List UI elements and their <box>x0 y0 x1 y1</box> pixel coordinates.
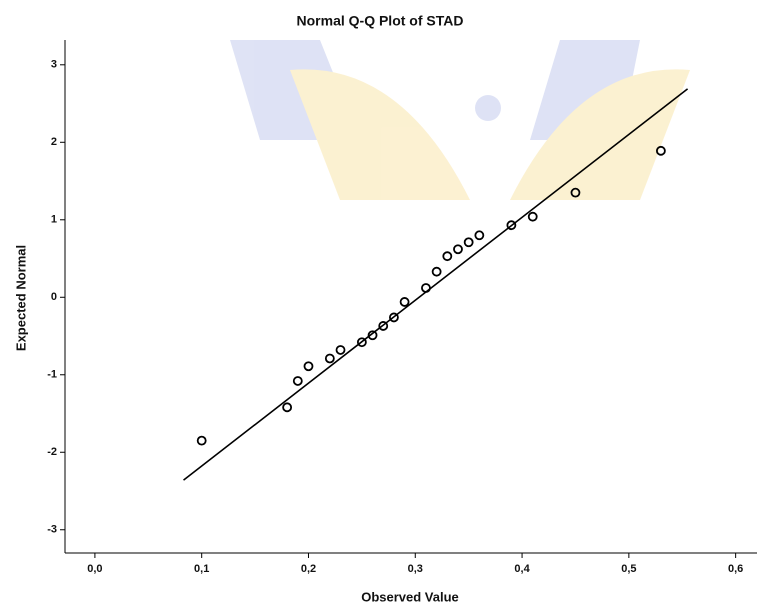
y-axis-label: Expected Normal <box>13 245 28 351</box>
y-tick-label: -2 <box>47 446 57 458</box>
x-tick-label: 0,2 <box>301 563 316 575</box>
point <box>292 376 303 386</box>
x-tick-label: 0,3 <box>408 563 423 575</box>
point <box>335 345 346 355</box>
x-axis-label: Observed Value <box>361 589 459 604</box>
y-tick-label: 3 <box>51 59 57 71</box>
y-tick-label: -3 <box>47 524 57 536</box>
point <box>399 297 410 307</box>
reference-line <box>183 88 689 481</box>
watermark <box>230 40 690 200</box>
point <box>324 353 335 364</box>
point <box>527 211 538 222</box>
y-tick-label: 1 <box>51 214 57 226</box>
point <box>474 230 485 241</box>
y-tick-label: -1 <box>47 369 57 381</box>
point <box>303 361 314 372</box>
point <box>367 330 378 341</box>
point <box>196 435 207 446</box>
point <box>506 220 517 231</box>
x-tick-label: 0,6 <box>728 563 743 575</box>
point <box>442 251 453 262</box>
point <box>421 283 431 293</box>
point <box>431 266 442 277</box>
point <box>378 321 389 331</box>
point <box>453 244 463 255</box>
chart-title: Normal Q-Q Plot of STAD <box>297 13 464 29</box>
x-tick-label: 0,4 <box>514 563 530 575</box>
y-tick-label: 2 <box>51 136 57 148</box>
point <box>463 237 474 248</box>
x-tick-label: 0,5 <box>621 563 636 575</box>
x-tick-label: 0,1 <box>194 563 209 575</box>
point <box>356 337 367 348</box>
point <box>389 312 399 323</box>
point <box>570 187 581 198</box>
y-tick-label: 0 <box>51 291 57 303</box>
point <box>655 145 666 156</box>
point <box>282 402 293 413</box>
x-tick-label: 0,0 <box>87 563 102 575</box>
